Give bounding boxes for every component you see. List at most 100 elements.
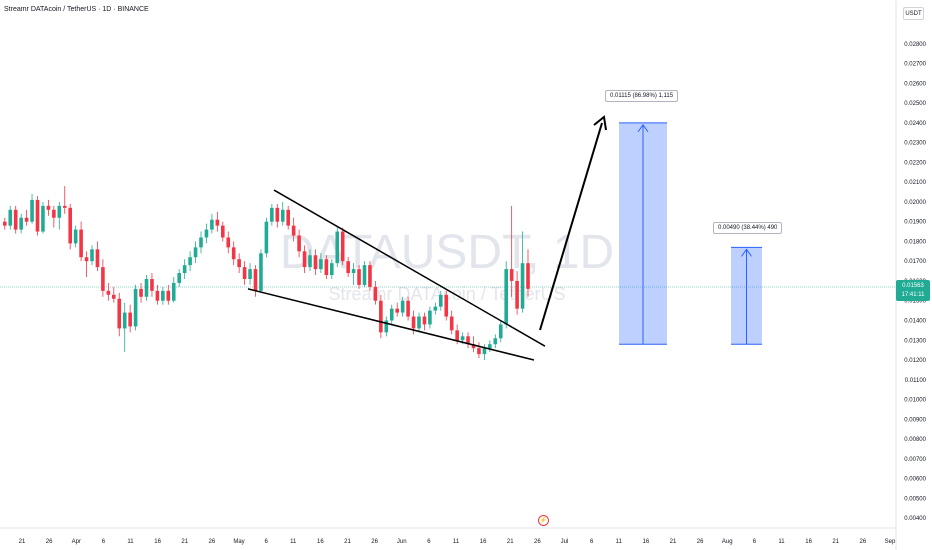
candle-body	[297, 235, 301, 252]
candle-body	[275, 207, 280, 222]
candle-body	[373, 286, 378, 301]
candle-body	[504, 269, 508, 325]
candle	[248, 263, 252, 285]
candle-body	[270, 207, 274, 222]
candle	[297, 229, 301, 258]
candle-body	[291, 225, 296, 236]
candle-body	[204, 229, 209, 238]
y-tick-label: 0.02200	[904, 160, 926, 166]
candle-body	[188, 257, 192, 266]
candle-body	[498, 324, 503, 339]
candle-body	[13, 209, 18, 230]
candle-body	[221, 225, 225, 238]
y-tick-label: 0.02100	[904, 180, 926, 186]
last-price-tag: 0.01563 17:41:11	[896, 280, 930, 301]
candle	[122, 302, 127, 353]
candle	[439, 290, 443, 311]
time-axis: 21 26 Apr 6 11 16 21 26 May 6 11 16 21 26 Jun 6 11 16 21 26…	[19, 539, 896, 545]
candle	[313, 249, 318, 276]
candle	[166, 284, 171, 305]
candle-body	[62, 205, 67, 208]
y-tick-label: 0.01900	[904, 220, 926, 226]
candle-body	[215, 219, 220, 226]
candle-body	[95, 249, 100, 268]
price-axis: 0.02800 0.02700 0.02600 0.02500 0.02400 0.023…	[904, 42, 926, 522]
candle-body	[3, 221, 7, 226]
candle	[204, 223, 209, 244]
x-tick-label: Sep	[885, 539, 896, 545]
candle-body	[101, 267, 105, 291]
candle	[515, 271, 519, 315]
candle	[35, 195, 40, 236]
wedge-lower-line	[247, 288, 535, 361]
x-tick-label: 6	[590, 539, 594, 545]
candle	[144, 275, 149, 301]
candle	[210, 213, 214, 234]
y-tick-label: 0.02300	[904, 141, 926, 147]
x-tick-label: Jul	[561, 539, 569, 545]
candle-body	[368, 265, 372, 287]
y-tick-label: 0.02000	[904, 200, 926, 206]
candle-body	[133, 288, 138, 327]
candle	[275, 203, 280, 228]
candle	[482, 344, 487, 361]
candles	[3, 186, 530, 361]
candle	[509, 205, 514, 297]
candle	[95, 241, 100, 272]
x-tick-label: 16	[480, 539, 487, 545]
candle-body	[324, 259, 329, 276]
x-tick-label: 26	[46, 539, 53, 545]
x-tick-label: 26	[697, 539, 704, 545]
candle	[346, 257, 350, 278]
lightning-icon[interactable]: ⚡	[538, 515, 549, 526]
candle-body	[335, 231, 340, 264]
candle	[3, 217, 7, 230]
candle-body	[90, 249, 94, 262]
candle	[400, 296, 405, 317]
candle-body	[411, 316, 416, 329]
candle	[379, 294, 383, 339]
candle-body	[166, 290, 171, 301]
candle-body	[509, 269, 514, 281]
candle-body	[8, 209, 13, 226]
x-tick-label: 6	[753, 539, 757, 545]
y-tick-label: 0.01500	[904, 299, 926, 305]
y-tick-label: 0.02500	[904, 101, 926, 107]
candle	[428, 306, 432, 329]
candle	[57, 201, 62, 230]
candle	[79, 221, 83, 262]
x-tick-label: Apr	[72, 539, 81, 545]
falling-wedge	[247, 189, 546, 361]
y-tick-label: 0.00700	[904, 457, 926, 463]
candle	[264, 217, 269, 258]
candle-body	[280, 209, 285, 222]
candle	[133, 284, 138, 331]
candle-body	[171, 282, 176, 301]
candle-body	[106, 290, 111, 295]
candle	[373, 280, 378, 305]
y-tick-label: 0.00900	[904, 417, 926, 423]
candle-body	[488, 344, 492, 349]
candle-body	[19, 217, 23, 230]
x-tick-label: May	[233, 539, 244, 545]
candle-body	[182, 265, 187, 274]
projection-arrow-line	[539, 122, 603, 331]
y-tick-label: 0.01800	[904, 239, 926, 245]
last-price-value: 0.01563	[902, 282, 924, 289]
x-tick-label: 21	[19, 539, 26, 545]
y-tick-label: 0.00500	[904, 496, 926, 502]
candle-body	[139, 288, 143, 297]
candle-body	[248, 269, 252, 279]
target-zones	[619, 122, 762, 345]
x-tick-label: 6	[264, 539, 268, 545]
y-tick-label: 0.02600	[904, 81, 926, 87]
candle-body	[57, 205, 62, 218]
candle	[231, 241, 236, 266]
projection-arrow	[539, 115, 607, 331]
currency-button[interactable]: USDT	[903, 7, 924, 20]
candle-body	[395, 308, 399, 313]
candle-body	[112, 294, 116, 299]
candle-body	[406, 300, 410, 317]
x-tick-label: 26	[860, 539, 867, 545]
